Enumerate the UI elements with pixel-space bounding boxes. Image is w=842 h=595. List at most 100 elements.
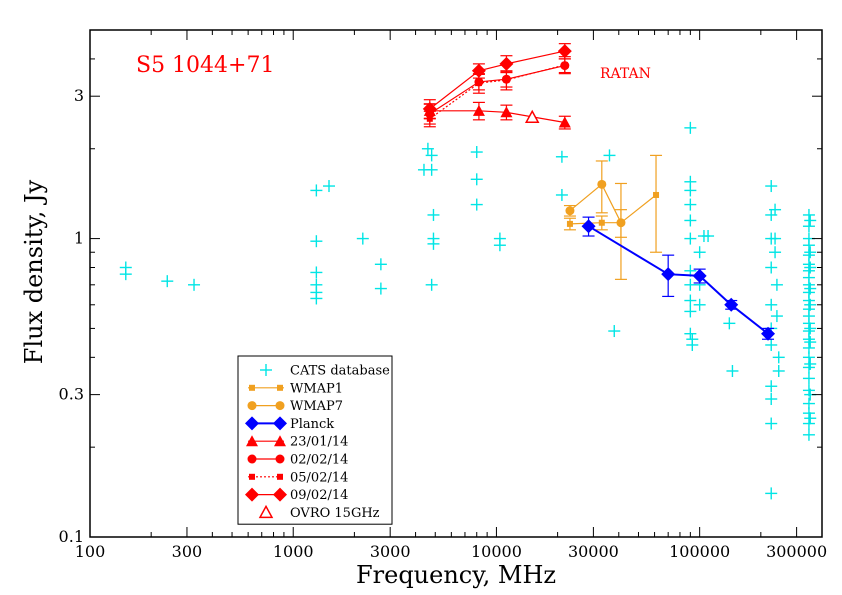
data-point — [616, 218, 626, 228]
series-7 — [422, 43, 572, 120]
legend-marker — [277, 473, 283, 480]
data-point — [374, 258, 387, 271]
data-point — [769, 232, 782, 245]
y-tick-label: 1 — [74, 229, 84, 248]
data-point — [471, 63, 486, 78]
data-point — [119, 268, 132, 281]
data-point — [802, 428, 815, 441]
legend-marker — [258, 504, 274, 519]
data-point — [769, 246, 782, 259]
x-tick-label: 1000 — [273, 542, 314, 561]
data-point — [765, 417, 778, 430]
x-tick-label: 30000 — [568, 542, 619, 561]
data-point — [804, 214, 817, 227]
data-point — [802, 351, 815, 364]
ratan-annotation: RATAN — [600, 66, 651, 82]
legend-marker — [246, 435, 258, 447]
data-point — [684, 327, 697, 340]
x-tick-label: 100000 — [669, 542, 730, 561]
data-point — [765, 380, 778, 393]
legend-label: Planck — [290, 417, 334, 432]
data-point — [425, 163, 438, 176]
legend-label: 05/02/14 — [290, 470, 348, 485]
x-tick-label: 300000 — [766, 542, 827, 561]
data-point — [804, 246, 817, 259]
data-point — [724, 297, 739, 312]
data-point — [802, 220, 815, 233]
data-point — [499, 56, 514, 71]
series-2 — [563, 160, 627, 280]
data-point — [684, 305, 697, 318]
data-point — [686, 338, 699, 351]
error-bar — [614, 182, 627, 280]
legend-marker — [260, 364, 272, 376]
legend-marker — [247, 454, 257, 464]
data-point — [802, 361, 815, 374]
series-3 — [581, 216, 776, 341]
legend-item: OVRO 15GHz — [258, 504, 380, 521]
plot-border — [89, 29, 823, 538]
legend-item: Planck — [245, 416, 334, 432]
x-tick-label: 100 — [75, 542, 106, 561]
legend-item: 02/02/14 — [247, 453, 348, 468]
chart-title: S5 1044+71 — [136, 53, 274, 78]
legend-item: WMAP1 — [248, 381, 343, 396]
data-point — [802, 417, 815, 430]
data-point — [427, 237, 440, 250]
data-point — [684, 184, 697, 197]
legend-label: WMAP1 — [290, 381, 343, 396]
data-point — [566, 220, 573, 227]
data-point — [770, 278, 783, 291]
y-tick-label: 0.1 — [59, 527, 84, 546]
data-point — [310, 266, 323, 279]
data-point — [503, 76, 510, 83]
legend-marker — [275, 454, 285, 464]
data-point — [726, 364, 739, 377]
series-line — [429, 65, 565, 115]
error-bar — [650, 154, 663, 253]
legend-label: OVRO 15GHz — [290, 506, 380, 521]
legend-item: CATS database — [260, 364, 390, 379]
data-point — [804, 322, 817, 335]
legend-marker — [277, 384, 283, 391]
data-point — [597, 179, 607, 189]
data-point — [425, 278, 438, 291]
data-point — [425, 149, 438, 162]
data-point — [692, 268, 707, 283]
data-point — [802, 407, 815, 420]
x-axis-title: Frequency, MHz — [356, 561, 556, 589]
series-line — [429, 110, 565, 124]
data-point — [804, 282, 817, 295]
data-point — [310, 292, 323, 305]
legend: CATS database WMAP1 WMAP7 Planck 23/01/14 02/… — [237, 355, 393, 525]
data-point — [769, 203, 782, 216]
series-line — [429, 50, 565, 110]
data-point — [802, 208, 815, 221]
data-point — [770, 310, 783, 323]
legend-label: WMAP7 — [290, 399, 343, 414]
data-point — [772, 351, 785, 364]
data-point — [565, 206, 575, 216]
data-point — [475, 80, 482, 87]
data-point — [310, 184, 323, 197]
data-point — [555, 188, 568, 201]
legend-marker — [273, 416, 287, 431]
data-point — [472, 104, 485, 116]
data-point — [765, 487, 778, 500]
data-point — [161, 275, 174, 288]
y-axis-title: Flux density, Jy — [20, 179, 48, 364]
legend-item: WMAP7 — [247, 399, 343, 414]
data-point — [555, 150, 568, 163]
data-point — [561, 61, 568, 68]
data-point — [804, 298, 817, 311]
data-point — [804, 261, 817, 274]
data-point — [427, 208, 440, 221]
legend-label: 09/02/14 — [290, 488, 348, 503]
data-point — [524, 109, 540, 124]
data-point — [765, 393, 778, 406]
data-point — [684, 214, 697, 227]
data-point — [804, 357, 817, 370]
data-point — [765, 338, 778, 351]
data-point — [422, 101, 437, 116]
